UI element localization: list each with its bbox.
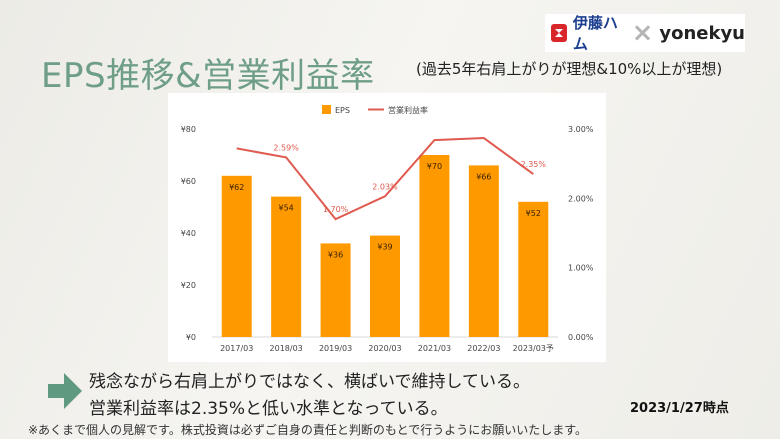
- legend-label-margin: 営業利益率: [388, 105, 428, 115]
- x-tick-label: 2019/03: [319, 344, 352, 353]
- yonekyu-brand: yonekyu: [659, 22, 745, 44]
- summary-text: 残念ながら右肩上がりではなく、横ばいで維持している。 営業利益率は2.35%と低…: [89, 369, 530, 423]
- bar-eps: [419, 155, 450, 337]
- bar-eps: [518, 201, 549, 337]
- itoham-logo-icon: [551, 24, 567, 42]
- y-right-tick-label: 1.00%: [568, 264, 594, 273]
- bar-value-label: ¥62: [229, 183, 244, 192]
- bar-eps: [468, 165, 499, 337]
- x-tick-label: 2017/03: [220, 344, 253, 353]
- y-left-tick-label: ¥0: [186, 333, 196, 342]
- bar-value-label: ¥52: [526, 209, 541, 218]
- x-tick-label: 2021/03: [418, 344, 451, 353]
- x-tick-label: 2018/03: [270, 344, 303, 353]
- bar-value-label: ¥70: [427, 162, 442, 171]
- date-note: 2023/1/27時点: [630, 401, 729, 416]
- x-tick-label: 2023/03予: [513, 344, 554, 353]
- line-operating-margin: [236, 136, 534, 221]
- line-value-label: 2.03%: [372, 182, 398, 191]
- bar-eps: [221, 175, 252, 337]
- page-subtitle: (過去5年右肩上がりが理想&10%以上が理想): [416, 60, 723, 78]
- line-value-label: 2.35%: [521, 160, 547, 169]
- bar-eps: [320, 243, 351, 337]
- bar-value-label: ¥39: [377, 243, 392, 252]
- y-right-tick-label: 3.00%: [568, 125, 594, 134]
- line-value-label: 1.70%: [323, 205, 349, 214]
- bar-value-label: ¥66: [476, 172, 491, 181]
- legend-swatch-eps: [322, 105, 331, 114]
- brand-logos: 伊藤ハム × yonekyu: [545, 14, 745, 53]
- y-left-tick-label: ¥80: [181, 125, 196, 134]
- x-tick-label: 2022/03: [467, 344, 500, 353]
- disclaimer: ※あくまで個人の見解です。株式投資は必ずご自身の責任と判断のもとで行うようにお願…: [28, 423, 588, 437]
- y-left-tick-label: ¥60: [181, 177, 196, 186]
- y-left-tick-label: ¥20: [181, 281, 196, 290]
- bar-value-label: ¥36: [328, 250, 343, 259]
- bar-value-label: ¥54: [279, 204, 294, 213]
- x-tick-label: 2020/03: [368, 344, 401, 353]
- y-right-tick-label: 0.00%: [568, 333, 594, 342]
- chart-container: EPS 営業利益率 ¥0 ¥20 ¥40 ¥60 ¥80 0.00% 1.00% 2.00% 3.0…: [168, 93, 606, 362]
- legend-label-eps: EPS: [335, 106, 350, 115]
- page-title: EPS推移&営業利益率: [41, 56, 375, 96]
- y-left-tick-label: ¥40: [181, 229, 196, 238]
- line-value-label: 2.59%: [273, 143, 299, 152]
- cross-icon: ×: [631, 18, 654, 48]
- itoham-brand: 伊藤ハム: [572, 14, 618, 53]
- eps-margin-chart: EPS 営業利益率 ¥0 ¥20 ¥40 ¥60 ¥80 0.00% 1.00% 2.00% 3.0…: [181, 105, 594, 353]
- summary-line-1: 残念ながら右肩上がりではなく、横ばいで維持している。: [89, 372, 530, 392]
- summary-line-2: 営業利益率は2.35%と低い水準となっている。: [89, 399, 448, 419]
- y-right-tick-label: 2.00%: [568, 194, 594, 203]
- bar-eps: [271, 196, 302, 337]
- arrow-right-icon: [48, 373, 82, 409]
- bar-eps: [370, 235, 400, 337]
